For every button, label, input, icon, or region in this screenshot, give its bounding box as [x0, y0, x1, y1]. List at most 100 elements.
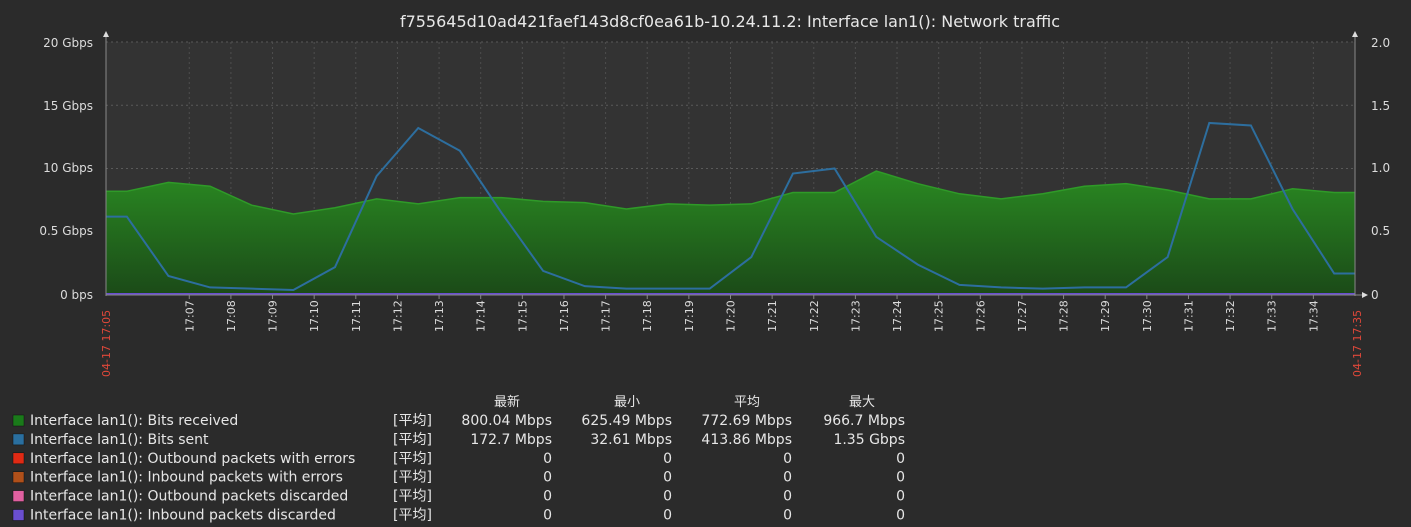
- x-tick-label: 17:31: [1182, 300, 1195, 332]
- legend-function: [平均]: [393, 508, 432, 524]
- x-tick-label: 17:08: [225, 300, 238, 332]
- legend-value: 0: [543, 489, 552, 505]
- legend-value: 1.35 Gbps: [833, 432, 905, 448]
- x-tick-label: 17:19: [683, 300, 696, 332]
- legend-swatch: [12, 509, 25, 521]
- legend-value: 0: [896, 470, 905, 486]
- x-tick-label: 17:15: [516, 300, 529, 332]
- legend-value: 172.7 Mbps: [470, 432, 552, 448]
- y-left-tick: 0 bps: [60, 288, 93, 302]
- y-left-tick: 10 Gbps: [43, 161, 93, 175]
- legend-value: 0: [896, 489, 905, 505]
- x-start-label: 04-17 17:05: [100, 310, 113, 377]
- legend-header-max: 最大: [849, 395, 875, 410]
- left-axis-arrow-icon: [103, 31, 109, 37]
- bits-received-line: [106, 170, 1355, 215]
- x-tick-label: 17:10: [308, 300, 321, 332]
- y-right-tick: 0.5: [1371, 224, 1390, 238]
- x-tick-label: 17:12: [391, 300, 404, 332]
- legend-value: 32.61 Mbps: [590, 432, 672, 448]
- x-axis-arrow-icon: [1362, 292, 1368, 298]
- x-tick-label: 17:28: [1058, 300, 1071, 332]
- legend-label: Interface lan1(): Inbound packets discar…: [30, 508, 336, 524]
- legend-header-latest: 最新: [494, 394, 520, 410]
- x-tick-label: 17:13: [433, 300, 446, 332]
- legend-function: [平均]: [393, 432, 432, 448]
- legend-value: 966.7 Mbps: [823, 413, 905, 429]
- x-ticks: 17:07 17:08 17:09 17:10 17:11 17:12 17:13 17:14…: [183, 295, 1320, 332]
- x-tick-label: 17:09: [267, 300, 280, 332]
- legend-value: 413.86 Mbps: [701, 432, 792, 448]
- legend-swatch: [12, 433, 25, 446]
- legend-label: Interface lan1(): Inbound packets with e…: [30, 470, 343, 486]
- x-tick-label: 17:33: [1266, 300, 1279, 332]
- x-tick-label: 17:24: [891, 300, 904, 332]
- legend: 最新 最小 平均 最大 Interface lan1(): Bits recei…: [12, 394, 905, 524]
- x-tick-label: 17:11: [350, 300, 363, 332]
- legend-value: 0: [896, 508, 905, 524]
- x-tick-label: 17:22: [808, 300, 821, 332]
- x-tick-label: 17:18: [641, 300, 654, 332]
- x-tick-label: 17:30: [1141, 300, 1154, 332]
- x-tick-label: 17:23: [849, 300, 862, 332]
- legend-value: 0: [663, 508, 672, 524]
- legend-value: 0: [896, 451, 905, 467]
- legend-value: 800.04 Mbps: [461, 413, 552, 429]
- y-right-tick: 1.0: [1371, 161, 1390, 175]
- x-end-label: 04-17 17:35: [1351, 310, 1364, 377]
- legend-value: 0: [783, 470, 792, 486]
- y-left-tick: 20 Gbps: [43, 36, 93, 50]
- y-left-tick: 15 Gbps: [43, 99, 93, 113]
- y-left-tick: 0.5 Gbps: [39, 224, 93, 238]
- bits-sent-line: [106, 121, 1355, 291]
- x-tick-label: 17:27: [1016, 300, 1029, 332]
- bits-received-area: [106, 171, 1355, 295]
- legend-value: 0: [543, 451, 552, 467]
- legend-value: 0: [543, 508, 552, 524]
- legend-swatch: [12, 471, 25, 483]
- legend-value: 0: [663, 470, 672, 486]
- legend-value: 0: [783, 451, 792, 467]
- y-right-tick: 1.5: [1371, 99, 1390, 113]
- legend-label: Interface lan1(): Outbound packets with …: [30, 451, 355, 467]
- legend-label: Interface lan1(): Bits sent: [30, 432, 209, 448]
- x-tick-label: 17:16: [558, 300, 571, 332]
- legend-value: 772.69 Mbps: [701, 413, 792, 429]
- x-tick-label: 17:07: [183, 300, 196, 332]
- x-tick-label: 17:25: [933, 300, 946, 332]
- x-tick-label: 17:34: [1307, 300, 1320, 332]
- legend-value: 625.49 Mbps: [581, 413, 672, 429]
- legend-header-avg: 平均: [734, 395, 760, 410]
- legend-rows: Interface lan1(): Bits received [平均] 800.0…: [12, 413, 905, 524]
- legend-function: [平均]: [393, 413, 432, 429]
- y-right-tick: 0: [1371, 288, 1379, 302]
- legend-function: [平均]: [393, 489, 432, 505]
- chart-title: f755645d10ad421faef143d8cf0ea61b-10.24.1…: [400, 12, 1060, 31]
- x-tick-label: 17:17: [600, 300, 613, 332]
- x-tick-label: 17:14: [475, 300, 488, 332]
- legend-value: 0: [663, 489, 672, 505]
- legend-value: 0: [663, 451, 672, 467]
- legend-swatch: [12, 414, 25, 427]
- legend-header-min: 最小: [614, 395, 640, 410]
- x-tick-label: 17:29: [1099, 300, 1112, 332]
- legend-label: Interface lan1(): Bits received: [30, 413, 238, 429]
- right-axis-arrow-icon: [1352, 31, 1358, 37]
- legend-value: 0: [783, 489, 792, 505]
- legend-label: Interface lan1(): Outbound packets disca…: [30, 489, 348, 505]
- y-right-ticks: 2.0 1.5 1.0 0.5 0: [1371, 36, 1390, 302]
- legend-value: 0: [543, 470, 552, 486]
- legend-value: 0: [783, 508, 792, 524]
- legend-swatch: [12, 452, 25, 465]
- x-tick-label: 17:26: [974, 300, 987, 332]
- y-right-tick: 2.0: [1371, 36, 1390, 50]
- x-tick-label: 17:32: [1224, 300, 1237, 332]
- series-layer: [106, 121, 1355, 295]
- legend-function: [平均]: [393, 470, 432, 486]
- x-tick-label: 17:20: [725, 300, 738, 332]
- x-tick-label: 17:21: [766, 300, 779, 332]
- legend-swatch: [12, 490, 25, 502]
- legend-function: [平均]: [393, 451, 432, 467]
- y-left-ticks: 20 Gbps 15 Gbps 10 Gbps 0.5 Gbps 0 bps: [39, 36, 93, 302]
